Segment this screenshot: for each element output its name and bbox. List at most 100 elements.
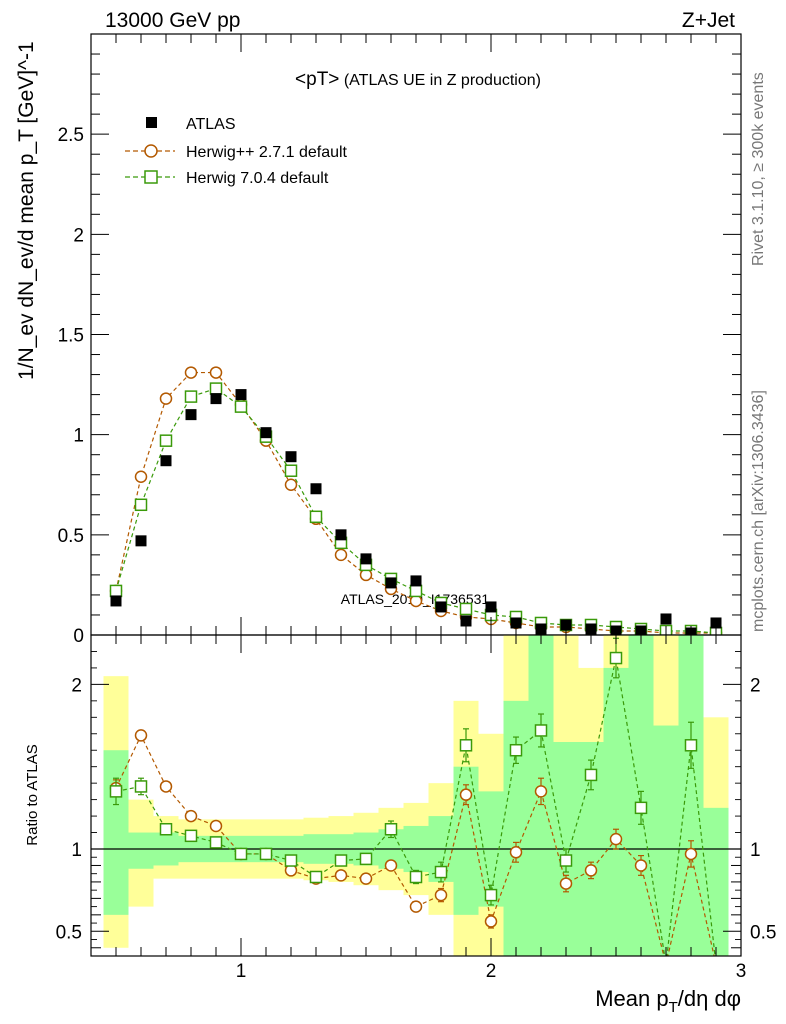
atlas-point-7 <box>285 451 297 463</box>
ratio-panel: 1 2 30.5 0.51 12 2 Ratio to ATLAS <box>24 634 776 982</box>
ratio-herwigpp-point-9 <box>334 869 348 882</box>
ratio-herwig7-point-10 <box>359 852 373 866</box>
x-tick-label-0: 1 <box>236 961 247 982</box>
herwigpp-point-3 <box>184 366 198 379</box>
herwig7-point-3 <box>184 390 198 403</box>
herwigpp-point-4 <box>209 366 223 379</box>
atlas-point-16 <box>510 617 522 629</box>
y-axis-label-top: 1/N_ev dN_ev/d mean p_T [GeV]^-1 <box>15 41 38 380</box>
herwigpp-point-9 <box>334 548 348 562</box>
ratio-herwigpp-point-2 <box>159 780 173 793</box>
ratio-herwig7-point-18 <box>559 854 573 867</box>
ratio-herwig7-point-19 <box>584 768 598 782</box>
herwig7-point-12 <box>409 584 423 598</box>
x-tick-label-2: 3 <box>736 961 747 982</box>
ratio-ytick-label-right-1: 1 <box>750 840 761 861</box>
ratio-herwigpp-point-10 <box>359 872 373 885</box>
legend-marker-herwig7 <box>144 170 158 184</box>
atlas-point-1 <box>135 535 147 547</box>
ratio-herwigpp-point-4 <box>209 819 223 833</box>
ratio-herwigpp-point-17 <box>534 785 548 798</box>
legend-label-atlas: ATLAS <box>186 116 236 133</box>
ratio-herwigpp-point-13 <box>434 888 448 902</box>
ratio-herwig7-point-0 <box>109 785 123 798</box>
atlas-point-6 <box>260 427 272 439</box>
top-series-group <box>109 366 723 635</box>
ratio-band-inner-20 <box>603 667 629 956</box>
top-ytick-label-3: 1.5 <box>58 326 84 347</box>
atlas-point-13 <box>435 601 447 613</box>
ratio-herwig7-point-11 <box>384 822 398 836</box>
ratio-herwig7-point-16 <box>509 743 523 757</box>
atlas-point-22 <box>660 613 672 625</box>
ratio-ytick-label-left-0: 0.5 <box>56 922 82 943</box>
atlas-point-18 <box>560 619 572 631</box>
ratio-herwigpp-point-12 <box>409 900 423 913</box>
atlas-point-0 <box>110 595 122 607</box>
atlas-point-10 <box>360 553 372 565</box>
ratio-herwig7-point-20 <box>609 651 623 665</box>
legend-label-herwig7: Herwig 7.0.4 default <box>186 170 329 187</box>
ratio-series-group <box>109 637 716 956</box>
ratio-band-inner-23 <box>678 635 704 956</box>
rivet-version-label: Rivet 3.1.10, ≥ 300k events <box>750 72 767 266</box>
plot-title: <pT> (ATLAS UE in Z production) <box>295 69 541 90</box>
ratio-herwigpp-point-14 <box>459 788 473 801</box>
plot-title-sub: (ATLAS UE in Z production) <box>339 72 541 89</box>
ratio-herwig7-point-3 <box>184 829 198 843</box>
ratio-herwig7-point-5 <box>234 847 248 861</box>
atlas-point-4 <box>210 393 222 405</box>
ratio-herwig7-point-13 <box>434 865 448 879</box>
top-ytick-label-0: 0 <box>73 626 84 647</box>
herwig7-point-4 <box>209 382 223 395</box>
ratio-herwig7-point-15 <box>484 888 498 902</box>
ratio-herwig7-point-9 <box>334 854 348 867</box>
ratio-herwig7-point-7 <box>284 854 298 867</box>
herwig7-point-8 <box>309 510 323 524</box>
atlas-point-8 <box>310 483 322 495</box>
ratio-herwig7-point-17 <box>534 724 548 737</box>
ratio-band-inner-22 <box>653 725 679 956</box>
ratio-herwigpp-point-20 <box>609 832 623 846</box>
ratio-herwig7-point-14 <box>459 739 473 752</box>
herwig7-point-2 <box>159 434 173 447</box>
ratio-ytick-label-right-2: 2 <box>750 675 761 696</box>
herwigpp-point-1 <box>134 470 148 483</box>
top-ytick-label-1: 0.5 <box>58 526 84 547</box>
ratio-ytick-label-left-2: 2 <box>71 675 82 696</box>
ratio-herwig7-point-12 <box>409 870 423 884</box>
herwig7-point-5 <box>234 400 248 413</box>
ratio-herwigpp-point-19 <box>584 864 598 877</box>
atlas-point-5 <box>235 389 247 401</box>
ratio-herwig7-point-21 <box>634 801 648 815</box>
herwig7-point-14 <box>459 602 473 616</box>
ratio-herwigpp-point-23 <box>684 847 698 861</box>
herwig7-point-0 <box>109 584 123 598</box>
ratio-herwig7-point-23 <box>684 739 698 752</box>
ratio-band-inner-1 <box>128 832 154 869</box>
ratio-herwig7-point-4 <box>209 836 223 849</box>
x-axis-label: Mean pT/dη dφ <box>595 986 741 1016</box>
top-ytick-label-2: 1 <box>73 426 84 447</box>
ratio-herwig7-point-6 <box>259 847 273 861</box>
legend-marker-herwigpp <box>144 144 158 158</box>
ratio-herwigpp-point-21 <box>634 859 648 872</box>
main-panel: <pT> (ATLAS UE in Z production) ATLAS_20… <box>15 33 742 647</box>
herwigpp-point-7 <box>284 478 298 491</box>
ratio-herwigpp-point-15 <box>484 915 498 928</box>
atlas-point-24 <box>710 617 722 629</box>
atlas-point-3 <box>185 409 197 421</box>
atlas-point-9 <box>335 529 347 541</box>
atlas-point-12 <box>410 575 422 587</box>
ratio-herwigpp-point-1 <box>134 729 148 742</box>
atlas-point-15 <box>485 601 497 613</box>
top-ytick-label-4: 2 <box>73 225 84 246</box>
legend-label-herwigpp: Herwig++ 2.7.1 default <box>186 144 348 161</box>
ratio-ytick-label-left-1: 1 <box>71 840 82 861</box>
legend: ATLAS Herwig++ 2.7.1 default Herwig 7.0.… <box>125 116 348 187</box>
ratio-herwig7-point-2 <box>159 822 173 836</box>
herwigpp-point-2 <box>159 392 173 405</box>
ratio-herwigpp-point-3 <box>184 809 198 823</box>
ratio-herwigpp-point-11 <box>384 859 398 872</box>
